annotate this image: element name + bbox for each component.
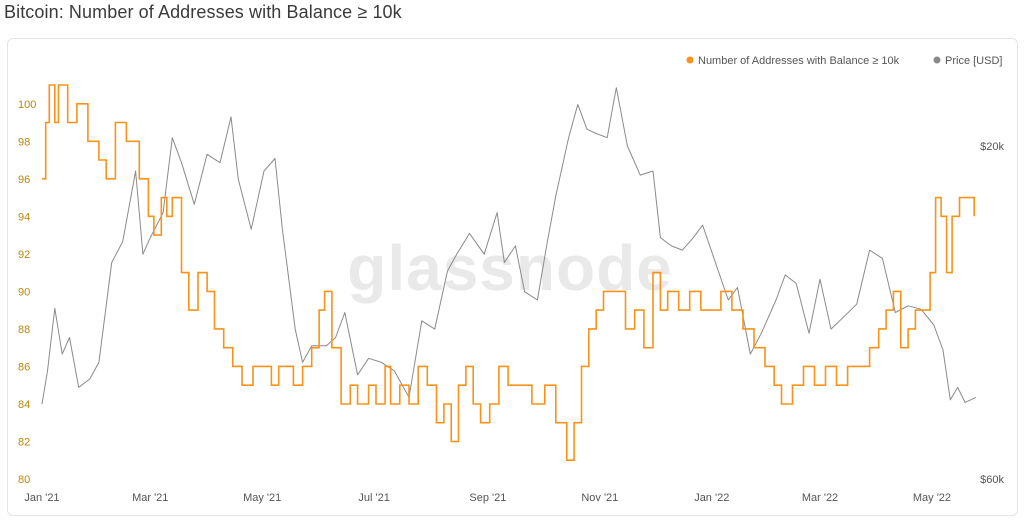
x-tick: Jan '21 <box>24 492 59 504</box>
chart-panel <box>7 38 1018 516</box>
y-tick-right: $60k <box>980 474 1004 486</box>
y-tick-left: 100 <box>18 99 36 111</box>
x-tick: May '21 <box>243 492 281 504</box>
y-tick-left: 94 <box>18 211 30 223</box>
x-tick: May '22 <box>913 492 951 504</box>
y-tick-left: 92 <box>18 249 30 261</box>
legend-label-price[interactable]: Price [USD] <box>945 55 1002 67</box>
legend-swatch-addresses <box>686 56 694 64</box>
y-tick-left: 80 <box>18 474 30 486</box>
y-tick-left: 90 <box>18 286 30 298</box>
y-tick-left: 82 <box>18 436 30 448</box>
y-axis-right: $20k $60k <box>980 141 1004 486</box>
x-tick: Sep '21 <box>469 492 506 504</box>
x-axis: Jan '21 Mar '21 May '21 Jul '21 Sep '21 Nov '… <box>24 492 951 504</box>
legend-label-addresses[interactable]: Number of Addresses with Balance ≥ 10k <box>698 55 900 67</box>
legend: Number of Addresses with Balance ≥ 10k P… <box>686 55 1002 67</box>
y-tick-right: $20k <box>980 141 1004 153</box>
y-axis-left: 80 82 84 86 88 90 92 94 96 98 100 <box>18 99 36 486</box>
x-tick: Mar '21 <box>132 492 168 504</box>
series-line-addresses <box>42 84 975 461</box>
x-tick: Nov '21 <box>581 492 618 504</box>
x-tick: Jul '21 <box>358 492 389 504</box>
legend-swatch-price <box>933 56 941 64</box>
series-line-price <box>41 87 977 405</box>
page-title: Bitcoin: Number of Addresses with Balanc… <box>4 2 402 22</box>
x-tick: Jan '22 <box>694 492 729 504</box>
y-tick-left: 86 <box>18 361 30 373</box>
watermark-text: glassnode <box>347 232 673 304</box>
y-tick-left: 84 <box>18 399 30 411</box>
x-tick: Mar '22 <box>802 492 838 504</box>
y-tick-left: 88 <box>18 324 30 336</box>
y-tick-left: 96 <box>18 174 30 186</box>
y-tick-left: 98 <box>18 136 30 148</box>
